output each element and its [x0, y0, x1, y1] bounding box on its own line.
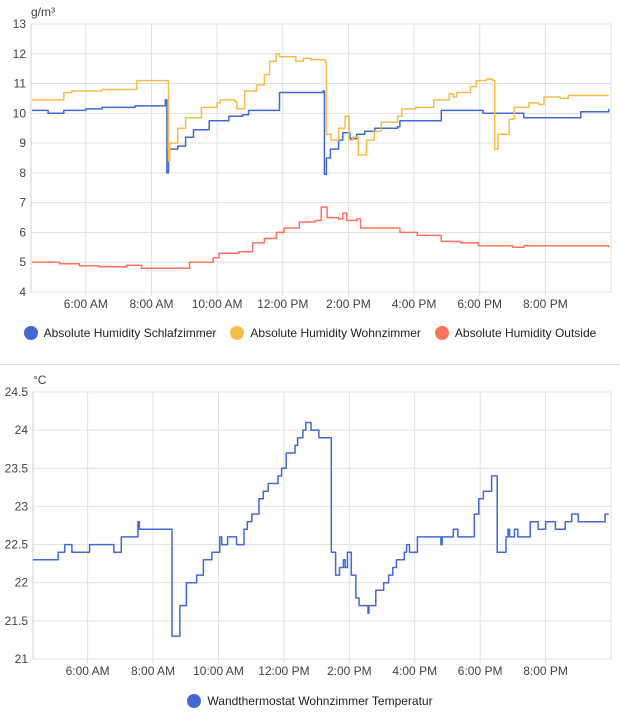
y-tick-label: 22.5 [5, 538, 29, 552]
x-tick-label: 8:00 PM [523, 297, 568, 311]
series-line-absolute-humidity-outside [32, 206, 610, 269]
y-tick-label: 22 [15, 576, 29, 590]
series-line-absolute-humidity-wohnzimmer [32, 53, 609, 162]
x-tick-label: 4:00 PM [392, 664, 437, 678]
y-tick-label: 23 [15, 499, 29, 513]
chart-divider [0, 364, 620, 365]
x-tick-label: 2:00 PM [327, 664, 372, 678]
x-tick-label: 8:00 AM [131, 664, 175, 678]
y-tick-label: 24.5 [5, 385, 29, 399]
y-tick-label: 4 [19, 285, 26, 299]
y-tick-label: 23.5 [5, 461, 29, 475]
y-tick-label: 12 [13, 47, 27, 61]
y-axis-unit-label: g/m³ [31, 5, 55, 19]
y-tick-label: 10 [13, 106, 27, 120]
legend-dot-icon [187, 694, 202, 708]
x-tick-label: 6:00 PM [458, 664, 503, 678]
legend-item-temperatur[interactable]: Wandthermostat Wohnzimmer Temperatur [187, 694, 433, 708]
legend-label: Absolute Humidity Outside [454, 326, 597, 340]
legend-dot-icon [230, 326, 245, 340]
x-tick-label: 12:00 PM [257, 297, 308, 311]
x-tick-label: 6:00 AM [64, 297, 108, 311]
y-tick-label: 8 [19, 166, 26, 180]
legend-humidity: Absolute Humidity Schlafzimmer Absolute … [0, 326, 620, 340]
x-tick-label: 10:00 AM [193, 664, 244, 678]
series-line-wandthermostat-wohnzimmer-temperatur [32, 421, 609, 637]
legend-dot-icon [434, 326, 449, 340]
x-tick-label: 8:00 AM [129, 297, 173, 311]
y-tick-label: 9 [19, 136, 26, 150]
legend-temperature: Wandthermostat Wohnzimmer Temperatur [0, 694, 620, 708]
legend-dot-icon [23, 326, 38, 340]
x-tick-label: 8:00 PM [523, 664, 568, 678]
y-tick-label: 13 [13, 17, 27, 31]
x-tick-label: 6:00 AM [66, 664, 110, 678]
y-tick-label: 5 [19, 255, 26, 269]
legend-item-outside[interactable]: Absolute Humidity Outside [434, 326, 597, 340]
y-tick-label: 6 [19, 225, 26, 239]
legend-label: Absolute Humidity Schlafzimmer [43, 326, 217, 340]
x-tick-label: 6:00 PM [457, 297, 502, 311]
x-tick-label: 12:00 PM [258, 664, 309, 678]
legend-item-schlafzimmer[interactable]: Absolute Humidity Schlafzimmer [23, 326, 217, 340]
legend-label: Absolute Humidity Wohnzimmer [250, 326, 421, 340]
y-tick-label: 21.5 [5, 614, 29, 628]
legend-label: Wandthermostat Wohnzimmer Temperatur [207, 694, 433, 708]
x-tick-label: 2:00 PM [326, 297, 371, 311]
y-tick-label: 21 [15, 652, 29, 666]
x-tick-label: 4:00 PM [392, 297, 437, 311]
y-tick-label: 7 [19, 196, 26, 210]
y-axis-unit-label: °C [33, 373, 47, 387]
series-line-absolute-humidity-schlafzimmer [32, 90, 610, 176]
x-tick-label: 10:00 AM [192, 297, 243, 311]
y-tick-label: 24 [15, 423, 29, 437]
y-tick-label: 11 [14, 77, 27, 91]
legend-item-wohnzimmer[interactable]: Absolute Humidity Wohnzimmer [230, 326, 421, 340]
